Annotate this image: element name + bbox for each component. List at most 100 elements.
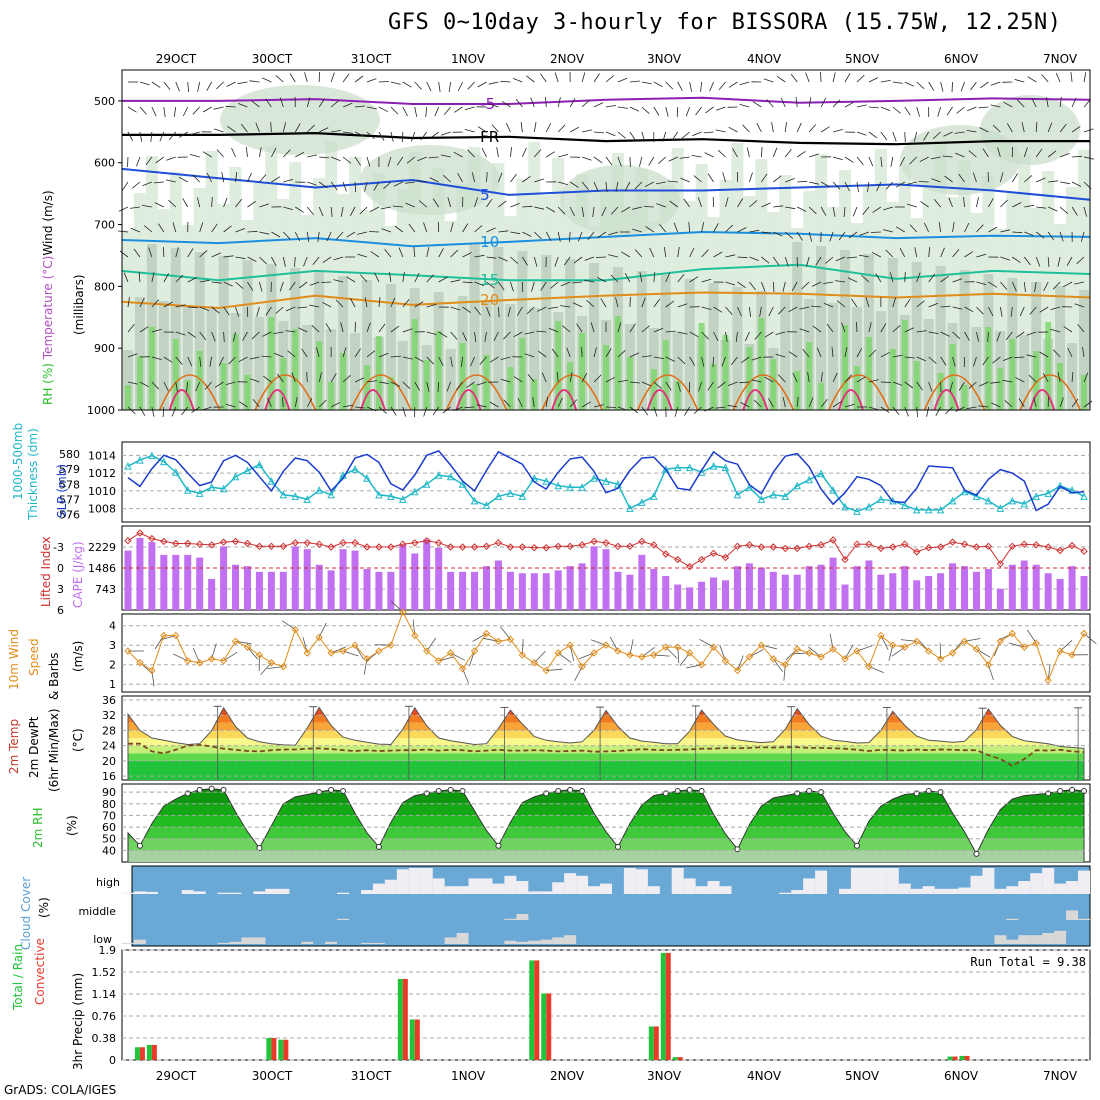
temp-contour-label: FR bbox=[480, 128, 499, 146]
rh-shade-high bbox=[423, 360, 430, 410]
wind-barb bbox=[163, 81, 171, 91]
wind-barb bbox=[252, 399, 260, 408]
li-marker bbox=[267, 542, 276, 551]
wind-barb bbox=[732, 148, 738, 158]
wind-barb bbox=[916, 381, 923, 391]
temp-contour-30 bbox=[933, 389, 960, 411]
wind-barb bbox=[653, 356, 664, 359]
wind-barb bbox=[725, 281, 736, 286]
cloud-bar bbox=[504, 940, 517, 944]
wind-barb bbox=[477, 126, 487, 133]
rh-shade-mid bbox=[684, 279, 695, 410]
cloud-bar bbox=[229, 941, 242, 944]
wind-barb bbox=[924, 222, 930, 233]
wind-barb bbox=[952, 222, 955, 233]
rh-shade-high bbox=[770, 359, 777, 410]
wind-barb bbox=[768, 398, 774, 408]
li-marker bbox=[231, 537, 240, 546]
wind-barb bbox=[438, 331, 448, 338]
wind-barb bbox=[119, 250, 129, 258]
wind-barb bbox=[674, 406, 679, 417]
wind-marker bbox=[817, 653, 825, 661]
wind-barb bbox=[195, 381, 201, 392]
cloud-bar bbox=[372, 942, 385, 944]
wind-marker bbox=[745, 653, 754, 661]
wind-barb bbox=[387, 156, 392, 167]
wind-barb bbox=[856, 131, 867, 136]
cape-bar bbox=[530, 573, 538, 610]
wind-barb bbox=[558, 154, 569, 158]
wind-barb bbox=[342, 347, 347, 358]
wind-barb bbox=[605, 105, 616, 108]
wind-barb bbox=[405, 202, 415, 208]
wind-barb bbox=[916, 272, 921, 283]
wind-barb bbox=[856, 74, 865, 83]
wind-barb bbox=[797, 206, 807, 212]
wind-barb bbox=[740, 402, 750, 408]
rh-shade-mid bbox=[493, 247, 504, 410]
cape-bar bbox=[506, 571, 514, 610]
wind-barb bbox=[895, 226, 905, 233]
wind-barb bbox=[321, 281, 332, 283]
wind-barb bbox=[175, 331, 186, 336]
wind-barb bbox=[343, 131, 354, 134]
wind-barb bbox=[322, 256, 332, 263]
wind-barb bbox=[139, 81, 150, 86]
rh-shade-high bbox=[710, 364, 717, 410]
rh-shade-mid bbox=[361, 280, 372, 410]
wind-barb bbox=[242, 331, 248, 341]
cloud-bar bbox=[277, 888, 290, 894]
temp-contour-25 bbox=[350, 374, 412, 411]
rh-shade-high bbox=[507, 367, 514, 410]
li-marker bbox=[363, 543, 371, 551]
wind-barb bbox=[392, 205, 403, 208]
wind-barb bbox=[318, 98, 325, 108]
temp-contour-30 bbox=[168, 389, 195, 411]
li-marker bbox=[626, 542, 634, 551]
wind-barb bbox=[366, 78, 377, 83]
wind-barb bbox=[238, 401, 248, 408]
wind-barb bbox=[790, 73, 798, 83]
ts-marker bbox=[733, 490, 742, 499]
wind-barb bbox=[235, 198, 243, 208]
wind-barb bbox=[172, 222, 177, 233]
wind-barb bbox=[276, 373, 284, 383]
wind-barb bbox=[952, 356, 956, 367]
wind-marker bbox=[626, 651, 634, 659]
wind-barb bbox=[868, 77, 879, 83]
cape-bar bbox=[626, 574, 634, 610]
cloud-bar bbox=[910, 888, 923, 894]
wind-barb bbox=[476, 381, 487, 386]
rh-shade-mid bbox=[242, 260, 253, 410]
li-marker bbox=[805, 542, 813, 551]
wind-barb bbox=[417, 156, 427, 162]
cloud-bar bbox=[994, 935, 1007, 944]
ts-marker bbox=[231, 472, 240, 481]
wind-barb bbox=[892, 354, 903, 358]
wind-barb bbox=[932, 131, 941, 139]
wind-barb bbox=[213, 106, 224, 110]
temp-contour-30 bbox=[359, 389, 386, 411]
wind-barb bbox=[725, 331, 728, 342]
rh-shade-mid bbox=[1019, 335, 1030, 410]
cloud-bar bbox=[253, 891, 266, 894]
wind-barb bbox=[1071, 398, 1079, 408]
cloud-bar bbox=[719, 886, 732, 894]
wind-barb bbox=[1083, 128, 1094, 133]
wind-barb bbox=[749, 229, 760, 233]
li-marker bbox=[745, 541, 754, 549]
rh-shade-mid bbox=[1067, 343, 1078, 410]
ts-marker bbox=[518, 492, 527, 500]
wind-barb bbox=[199, 222, 204, 233]
cloud-bar bbox=[874, 868, 887, 894]
wind-barb bbox=[1035, 121, 1038, 133]
wind-barb bbox=[645, 226, 655, 233]
wind-barb bbox=[467, 149, 475, 158]
wind-barb bbox=[401, 131, 404, 143]
li-marker bbox=[184, 539, 192, 548]
cape-bar bbox=[602, 549, 610, 610]
wind-barb bbox=[1014, 79, 1025, 83]
wind-barb bbox=[956, 106, 965, 114]
wind-barb bbox=[1083, 206, 1087, 217]
wind-marker bbox=[841, 655, 849, 663]
